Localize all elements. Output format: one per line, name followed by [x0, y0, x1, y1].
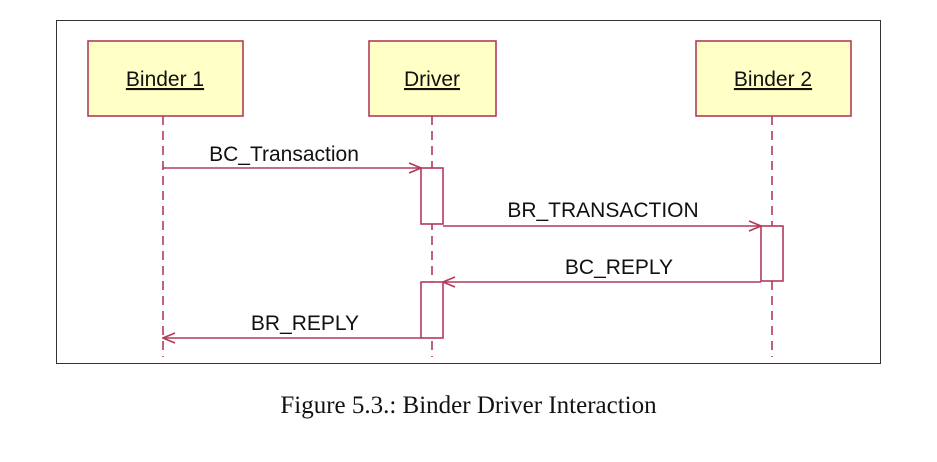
message-label: BR_REPLY: [251, 312, 359, 335]
participant-box: [87, 40, 244, 117]
participant-label: Binder 2: [734, 68, 812, 91]
message-br-reply: BR_REPLY: [163, 312, 421, 338]
participant-label: Driver: [404, 68, 460, 91]
participant-label: Binder 1: [126, 68, 204, 91]
activation-binder-2: [760, 225, 784, 282]
participant-box: [368, 40, 497, 117]
message-label: BC_Transaction: [209, 143, 359, 166]
activation-driver-2: [420, 281, 444, 339]
participant-binder-1: Binder 1: [87, 40, 244, 117]
participant-box: [695, 40, 852, 117]
figure-caption: Figure 5.3.: Binder Driver Interaction: [280, 392, 657, 419]
sequence-diagram: Binder 1 Driver Binder 2 BC_Transaction …: [87, 40, 852, 357]
message-label: BR_TRANSACTION: [507, 199, 698, 222]
message-bc-transaction: BC_Transaction: [163, 143, 421, 168]
message-br-transaction: BR_TRANSACTION: [443, 199, 761, 226]
participant-binder-2: Binder 2: [695, 40, 852, 117]
participant-driver: Driver: [368, 40, 497, 117]
message-label: BC_REPLY: [565, 256, 673, 279]
message-bc-reply: BC_REPLY: [443, 256, 761, 282]
diagram-frame: Binder 1 Driver Binder 2 BC_Transaction …: [56, 20, 881, 364]
activation-driver-1: [420, 167, 444, 225]
